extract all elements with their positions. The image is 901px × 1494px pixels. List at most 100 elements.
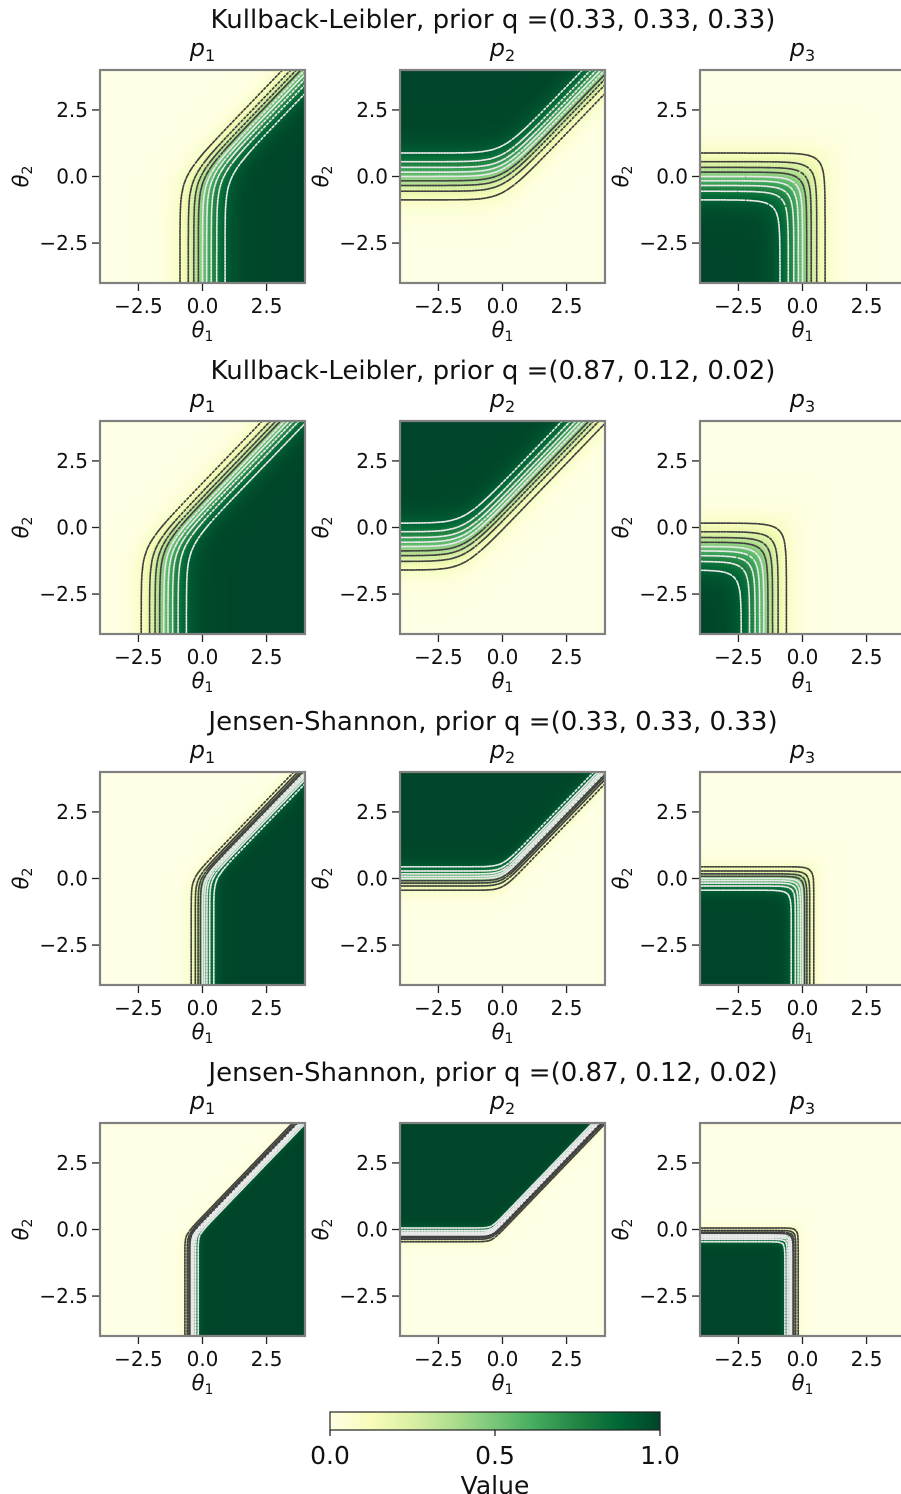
contour-line [191, 1123, 302, 1336]
y-tick-label: 2.5 [56, 800, 88, 824]
y-axis-label: θ2 [9, 868, 36, 890]
y-axis-label: θ2 [309, 517, 336, 539]
x-tick-label: 0.0 [487, 996, 519, 1020]
row-title: Jensen-Shannon, prior q =(0.33, 0.33, 0.… [206, 707, 777, 737]
contour-line [400, 1123, 599, 1235]
contour-line [162, 421, 286, 634]
contour-line [700, 875, 806, 985]
contour-line [700, 1234, 793, 1336]
contour-line [400, 421, 595, 557]
contour-line [700, 541, 769, 634]
y-tick-label: 2.5 [656, 1151, 688, 1175]
contour-line [177, 421, 300, 634]
axes-frame [98, 1121, 307, 1338]
colorbar-tick-label: 0.5 [475, 1441, 515, 1470]
contour-line [700, 175, 804, 283]
x-axis-label: θ1 [492, 318, 514, 345]
x-axis-label: θ1 [792, 318, 814, 345]
contour-lines [190, 772, 305, 985]
contour-line [400, 421, 564, 524]
contour-line [700, 885, 797, 985]
heatmap-panel: p3 −2.5 0.0 2.5 2.5 0.0 −2.5 θ1 θ2 [609, 385, 901, 696]
y-tick-label: 2.5 [56, 449, 88, 473]
y-axis-label: θ2 [9, 1219, 36, 1241]
panel-title: p1 [189, 1087, 215, 1118]
x-tick-label: 0.0 [487, 1347, 519, 1371]
contour-line [400, 421, 577, 539]
heatmap-panel: p3 −2.5 0.0 2.5 2.5 0.0 −2.5 θ1 θ2 [609, 1087, 901, 1398]
x-tick-label: 2.5 [251, 996, 283, 1020]
x-tick-label: −2.5 [114, 645, 163, 669]
y-tick-label: 0.0 [356, 516, 388, 540]
x-tick-label: 2.5 [251, 1347, 283, 1371]
x-tick-label: 2.5 [851, 645, 883, 669]
row-title: Jensen-Shannon, prior q =(0.87, 0.12, 0.… [206, 1058, 777, 1088]
x-axis-label: θ1 [792, 1371, 814, 1398]
contour-line [700, 1227, 800, 1336]
contour-line [400, 1123, 603, 1239]
contour-line [400, 70, 592, 163]
y-tick-label: −2.5 [39, 231, 88, 255]
contour-line [190, 1123, 301, 1336]
contour-lines [700, 1227, 800, 1336]
contour-line [158, 421, 282, 634]
contour-line [700, 199, 781, 283]
colorbar-tick-label: 0.0 [310, 1441, 350, 1470]
x-tick-label: 0.0 [787, 645, 819, 669]
contour-line [700, 1238, 789, 1336]
y-tick-label: 2.5 [656, 98, 688, 122]
contour-line [400, 83, 605, 193]
x-tick-label: −2.5 [714, 1347, 763, 1371]
contour-line [167, 421, 290, 634]
y-tick-label: −2.5 [39, 933, 88, 957]
heatmap-image [700, 421, 901, 634]
chart-row: Jensen-Shannon, prior q =(0.33, 0.33, 0.… [9, 707, 901, 1047]
contour-line [201, 70, 305, 283]
contour-line [400, 1123, 594, 1229]
contour-line [700, 179, 800, 283]
y-tick-label: 2.5 [356, 800, 388, 824]
heatmap-panel: p1 −2.5 0.0 2.5 2.5 0.0 −2.5 θ1 θ2 [9, 1087, 307, 1398]
contour-line [700, 1231, 795, 1336]
contour-lines [400, 70, 605, 201]
x-tick-label: 0.0 [187, 996, 219, 1020]
x-tick-label: −2.5 [114, 996, 163, 1020]
y-axis-label: θ2 [609, 166, 636, 188]
x-axis-label: θ1 [492, 1020, 514, 1047]
contour-line [700, 166, 813, 283]
contour-line [400, 421, 572, 533]
y-tick-label: 0.0 [56, 165, 88, 189]
contour-lines [184, 1123, 305, 1336]
colorbar: 0.0 0.5 1.0 Value [310, 1411, 680, 1494]
contour-line [400, 772, 599, 872]
y-tick-label: 2.5 [356, 449, 388, 473]
x-tick-label: −2.5 [114, 1347, 163, 1371]
heatmap-panel: p1 −2.5 0.0 2.5 2.5 0.0 −2.5 θ1 θ2 [9, 34, 307, 345]
contour-line [189, 1123, 299, 1336]
y-tick-label: 2.5 [356, 98, 388, 122]
contour-line [184, 1123, 294, 1336]
contour-line [700, 877, 804, 985]
contour-line [194, 1123, 305, 1336]
x-tick-label: −2.5 [714, 294, 763, 318]
y-tick-label: 0.0 [56, 516, 88, 540]
contour-line [400, 421, 590, 552]
contour-line [210, 78, 305, 283]
chart-row: Jensen-Shannon, prior q =(0.87, 0.12, 0.… [9, 1058, 901, 1398]
x-axis-label: θ1 [492, 669, 514, 696]
heatmap-image [700, 1123, 901, 1336]
contour-line [190, 772, 295, 985]
axes-frame [98, 770, 307, 987]
y-axis-label: θ2 [9, 517, 36, 539]
x-tick-label: −2.5 [414, 294, 463, 318]
contour-line [700, 879, 802, 985]
heatmap-image [400, 421, 605, 634]
x-tick-label: 2.5 [851, 996, 883, 1020]
axes-frame [698, 419, 901, 636]
contour-line [400, 78, 605, 187]
y-tick-label: 0.0 [656, 516, 688, 540]
y-axis-label: θ2 [609, 868, 636, 890]
panel-title: p3 [789, 736, 815, 767]
contour-line [197, 70, 302, 283]
